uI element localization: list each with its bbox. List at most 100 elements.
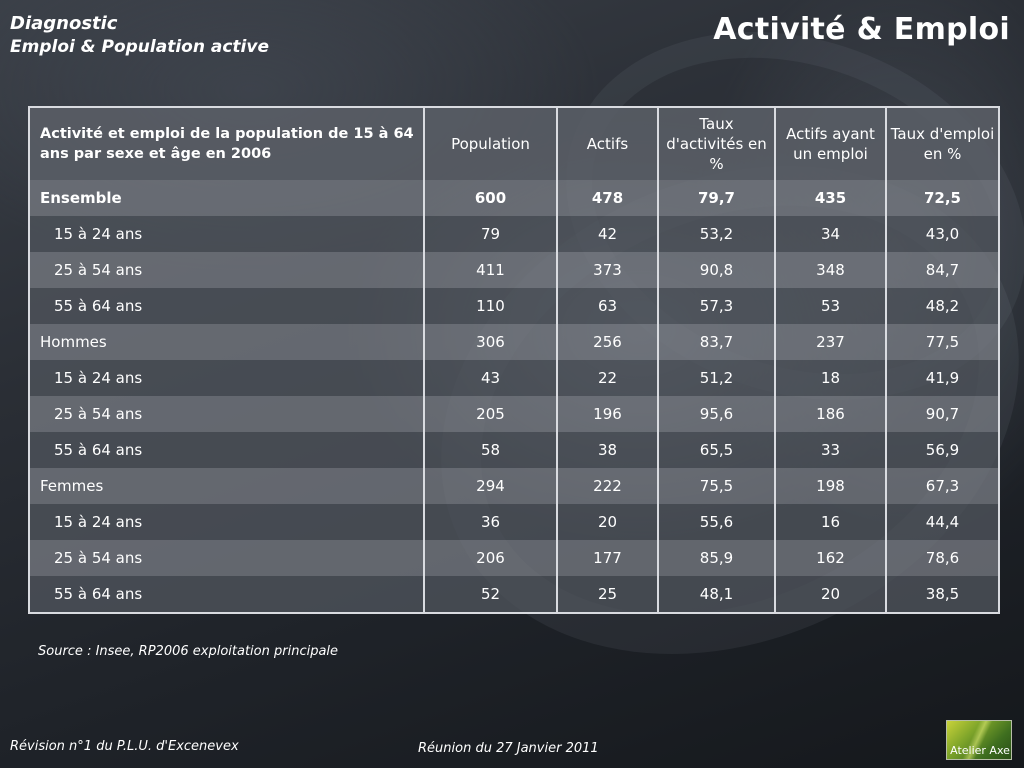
table-cell: 20	[774, 576, 887, 614]
table-row: 15 à 24 ans 36 20 55,6 16 44,4	[28, 504, 1000, 540]
row-label: 25 à 54 ans	[28, 252, 425, 288]
row-label: 15 à 24 ans	[28, 504, 425, 540]
table-cell: 198	[774, 468, 887, 504]
table-header-row: Activité et emploi de la population de 1…	[28, 106, 1000, 180]
table-cell: 348	[774, 252, 887, 288]
footer-meeting-date: Réunion du 27 Janvier 2011	[418, 741, 599, 756]
table-cell: 44,4	[885, 504, 1000, 540]
row-label: 25 à 54 ans	[28, 396, 425, 432]
page-title: Activité & Emploi	[713, 12, 1010, 47]
table-cell: 38,5	[885, 576, 1000, 614]
row-label: 55 à 64 ans	[28, 432, 425, 468]
table-cell: 186	[774, 396, 887, 432]
table-cell: 51,2	[657, 360, 776, 396]
section-title: Diagnostic	[10, 13, 118, 34]
source-note: Source : Insee, RP2006 exploitation prin…	[38, 644, 339, 659]
table-cell: 206	[423, 540, 558, 576]
footer-revision: Révision n°1 du P.L.U. d'Excenevex	[10, 739, 239, 754]
table-cell: 65,5	[657, 432, 776, 468]
table-cell: 83,7	[657, 324, 776, 360]
table-cell: 162	[774, 540, 887, 576]
row-label: 15 à 24 ans	[28, 360, 425, 396]
table-cell: 84,7	[885, 252, 1000, 288]
row-label: 15 à 24 ans	[28, 216, 425, 252]
table-cell: 20	[556, 504, 659, 540]
table-cell: 256	[556, 324, 659, 360]
table-cell: 56,9	[885, 432, 1000, 468]
column-header: Activité et emploi de la population de 1…	[28, 106, 425, 180]
row-label: 55 à 64 ans	[28, 576, 425, 614]
table-cell: 78,6	[885, 540, 1000, 576]
row-label: Femmes	[28, 468, 425, 504]
table-cell: 435	[774, 180, 887, 216]
table-row: 55 à 64 ans 58 38 65,5 33 56,9	[28, 432, 1000, 468]
table-cell: 478	[556, 180, 659, 216]
table-row: Hommes 306 256 83,7 237 77,5	[28, 324, 1000, 360]
section-heading: Diagnostic Emploi & Population active	[10, 13, 269, 59]
row-label: Hommes	[28, 324, 425, 360]
table-cell: 48,2	[885, 288, 1000, 324]
table-cell: 79	[423, 216, 558, 252]
table-cell: 43	[423, 360, 558, 396]
table-cell: 177	[556, 540, 659, 576]
table-cell: 85,9	[657, 540, 776, 576]
table-cell: 52	[423, 576, 558, 614]
table-cell: 55,6	[657, 504, 776, 540]
column-header: Taux d'emploi en %	[885, 106, 1000, 180]
table-cell: 294	[423, 468, 558, 504]
activity-employment-table: Activité et emploi de la population de 1…	[28, 106, 1000, 614]
section-subtitle: Emploi & Population active	[10, 37, 269, 57]
table-row: 25 à 54 ans 205 196 95,6 186 90,7	[28, 396, 1000, 432]
table-cell: 42	[556, 216, 659, 252]
table-cell: 34	[774, 216, 887, 252]
table-cell: 57,3	[657, 288, 776, 324]
table-row: 55 à 64 ans 52 25 48,1 20 38,5	[28, 576, 1000, 614]
table-cell: 38	[556, 432, 659, 468]
table-cell: 22	[556, 360, 659, 396]
table-cell: 18	[774, 360, 887, 396]
table-cell: 77,5	[885, 324, 1000, 360]
table-cell: 63	[556, 288, 659, 324]
table-cell: 110	[423, 288, 558, 324]
table-cell: 205	[423, 396, 558, 432]
table-cell: 75,5	[657, 468, 776, 504]
table-cell: 95,6	[657, 396, 776, 432]
table-row: 25 à 54 ans 206 177 85,9 162 78,6	[28, 540, 1000, 576]
table-cell: 600	[423, 180, 558, 216]
table-cell: 48,1	[657, 576, 776, 614]
table-cell: 222	[556, 468, 659, 504]
table-cell: 237	[774, 324, 887, 360]
table-cell: 79,7	[657, 180, 776, 216]
table-row: 15 à 24 ans 79 42 53,2 34 43,0	[28, 216, 1000, 252]
table-cell: 43,0	[885, 216, 1000, 252]
table-cell: 25	[556, 576, 659, 614]
column-header: Population	[423, 106, 558, 180]
table-cell: 90,8	[657, 252, 776, 288]
column-header: Actifs	[556, 106, 659, 180]
table-row: 55 à 64 ans 110 63 57,3 53 48,2	[28, 288, 1000, 324]
table-cell: 72,5	[885, 180, 1000, 216]
table-cell: 41,9	[885, 360, 1000, 396]
row-label: Ensemble	[28, 180, 425, 216]
table-cell: 33	[774, 432, 887, 468]
table-cell: 373	[556, 252, 659, 288]
table-cell: 90,7	[885, 396, 1000, 432]
table-cell: 53	[774, 288, 887, 324]
table-row: 15 à 24 ans 43 22 51,2 18 41,9	[28, 360, 1000, 396]
table-cell: 411	[423, 252, 558, 288]
table-cell: 16	[774, 504, 887, 540]
row-label: 25 à 54 ans	[28, 540, 425, 576]
table-row: Femmes 294 222 75,5 198 67,3	[28, 468, 1000, 504]
row-label: 55 à 64 ans	[28, 288, 425, 324]
table-row: 25 à 54 ans 411 373 90,8 348 84,7	[28, 252, 1000, 288]
table-cell: 306	[423, 324, 558, 360]
table-cell: 58	[423, 432, 558, 468]
column-header: Taux d'activités en %	[657, 106, 776, 180]
column-header: Actifs ayant un emploi	[774, 106, 887, 180]
table-cell: 196	[556, 396, 659, 432]
table-cell: 67,3	[885, 468, 1000, 504]
atelier-axe-logo: Atelier Axe	[946, 720, 1012, 760]
table-row: Ensemble 600 478 79,7 435 72,5	[28, 180, 1000, 216]
logo-text: Atelier Axe	[950, 744, 1010, 757]
table-cell: 53,2	[657, 216, 776, 252]
